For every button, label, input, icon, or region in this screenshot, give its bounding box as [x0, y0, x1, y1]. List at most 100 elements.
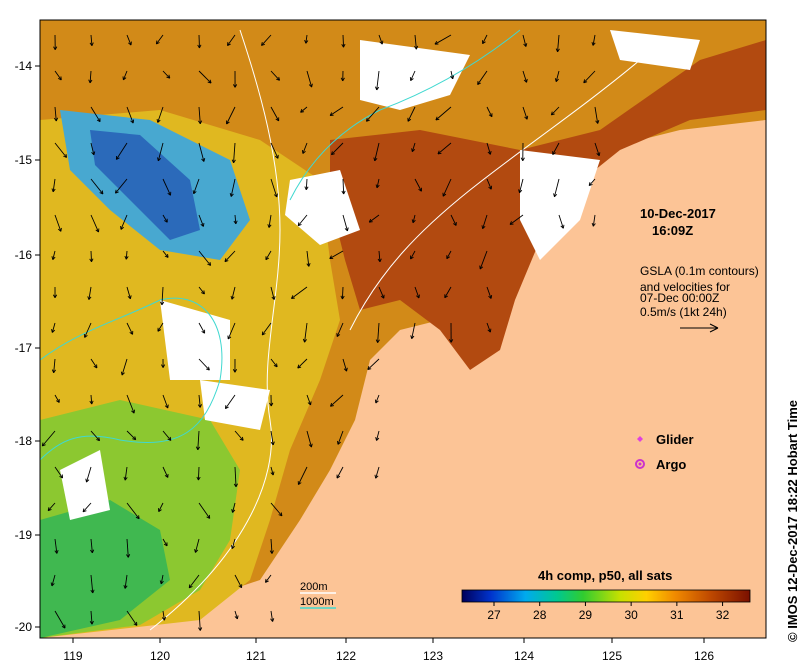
velocity-arrow-icon	[162, 214, 168, 223]
velocity-arrow-icon	[270, 70, 281, 81]
velocity-arrow-icon	[233, 214, 238, 225]
colorbar-tick-label: 27	[487, 608, 501, 622]
velocity-arrow-icon	[54, 394, 60, 403]
velocity-arrow-icon	[90, 358, 98, 369]
velocity-arrow-icon	[157, 322, 164, 332]
velocity-arrow-icon	[162, 250, 169, 258]
scale-arrow-icon	[680, 323, 719, 333]
contour-200m-line	[149, 29, 281, 631]
velocity-arrow-icon	[89, 34, 94, 46]
velocity-arrow-icon	[90, 574, 95, 594]
velocity-arrow-icon	[232, 70, 238, 88]
velocity-arrow-icon	[53, 34, 58, 50]
velocity-arrow-icon	[123, 466, 128, 481]
velocity-arrow-icon	[231, 142, 236, 164]
contour-1000-label: 1000m	[300, 596, 334, 608]
y-tick-label: -15	[15, 153, 33, 167]
velocity-arrow-icon	[297, 358, 308, 369]
velocity-arrow-icon	[522, 34, 528, 47]
velocity-arrow-icon	[198, 286, 205, 295]
colorbar-ticks: 27 28 29 30 31 32	[487, 602, 730, 622]
land-mass	[140, 120, 766, 638]
velocity-arrow-icon	[54, 466, 64, 479]
plot-frame	[39, 19, 767, 639]
contour-1000m-line	[40, 297, 223, 461]
velocity-arrow-icon	[291, 286, 308, 299]
velocity-arrow-icon	[297, 214, 308, 227]
velocity-arrow-icon	[553, 178, 560, 198]
velocity-arrow-icon	[329, 106, 344, 116]
velocity-arrow-icon	[594, 142, 601, 157]
velocity-arrow-icon	[126, 286, 132, 300]
velocity-arrows	[41, 34, 601, 631]
colorbar-tick-label: 32	[716, 608, 730, 622]
velocity-arrow-icon	[550, 106, 560, 116]
velocity-arrow-icon	[270, 358, 278, 368]
colorbar-tick-label: 31	[670, 608, 684, 622]
velocity-arrow-icon	[261, 34, 272, 46]
velocity-arrow-icon	[407, 106, 416, 122]
y-axis: -14 -15 -16 -17 -18 -19 -20	[15, 59, 40, 634]
velocity-arrow-icon	[435, 106, 452, 121]
velocity-arrow-icon	[198, 358, 210, 371]
velocity-arrow-icon	[54, 610, 66, 629]
velocity-arrow-icon	[555, 34, 560, 53]
colorbar-tick-label: 29	[579, 608, 593, 622]
velocity-arrow-icon	[51, 250, 56, 260]
no-data-gaps	[60, 30, 700, 520]
velocity-arrow-icon	[375, 70, 380, 91]
velocity-arrow-icon	[306, 70, 313, 88]
velocity-arrow-icon	[50, 574, 56, 587]
contour-1000m-line-2	[289, 29, 521, 201]
velocity-arrow-icon	[198, 106, 203, 125]
velocity-arrow-icon	[231, 538, 236, 549]
velocity-arrow-icon	[411, 142, 416, 153]
velocity-arrow-icon	[375, 430, 380, 441]
contour-200-label: 200m	[300, 581, 328, 593]
argo-marker-icon	[635, 459, 645, 469]
contour-200m-line-2	[349, 59, 641, 331]
velocity-arrow-icon	[156, 106, 164, 123]
velocity-arrow-icon	[89, 394, 94, 405]
velocity-arrow-icon	[297, 466, 308, 485]
map-plot-area	[40, 20, 766, 638]
colorbar-tick-label: 30	[624, 608, 638, 622]
velocity-arrow-icon	[160, 358, 166, 368]
colorbar-tick-label: 28	[533, 608, 547, 622]
x-tick-label: 125	[602, 649, 622, 663]
argo-label: Argo	[656, 457, 686, 472]
velocity-arrow-icon	[341, 178, 346, 195]
velocity-arrow-icon	[270, 178, 278, 198]
velocity-arrow-icon	[594, 106, 600, 124]
velocity-arrow-icon	[54, 70, 62, 81]
velocity-arrow-icon	[375, 178, 380, 189]
velocity-arrow-icon	[520, 142, 525, 162]
velocity-arrow-icon	[304, 34, 309, 44]
velocity-arrow-icon	[270, 286, 276, 300]
velocity-arrow-icon	[414, 34, 419, 50]
velocity-arrow-icon	[120, 214, 128, 230]
timestamp-date: 10-Dec-2017	[640, 206, 716, 221]
velocity-arrow-icon	[518, 178, 524, 194]
velocity-arrow-icon	[270, 502, 283, 517]
velocity-arrow-icon	[337, 430, 344, 445]
velocity-arrow-icon	[155, 34, 164, 45]
x-tick-label: 124	[514, 649, 534, 663]
velocity-arrow-icon	[54, 214, 62, 232]
velocity-arrow-icon	[486, 322, 492, 333]
velocity-arrow-icon	[591, 214, 596, 227]
velocity-arrow-icon	[51, 178, 56, 193]
velocity-arrow-icon	[123, 574, 128, 589]
velocity-arrow-icon	[162, 466, 169, 478]
velocity-arrow-icon	[373, 142, 380, 162]
velocity-arrow-icon	[115, 142, 128, 160]
y-tick-label: -17	[15, 341, 33, 355]
velocity-arrow-icon	[336, 322, 344, 337]
velocity-arrow-icon	[224, 394, 236, 410]
velocity-arrow-icon	[160, 286, 165, 306]
velocity-arrow-icon	[82, 502, 92, 513]
velocity-arrow-icon	[90, 538, 95, 554]
velocity-arrow-icon	[90, 106, 101, 123]
velocity-arrow-icon	[522, 106, 529, 120]
velocity-arrow-icon	[47, 502, 56, 512]
